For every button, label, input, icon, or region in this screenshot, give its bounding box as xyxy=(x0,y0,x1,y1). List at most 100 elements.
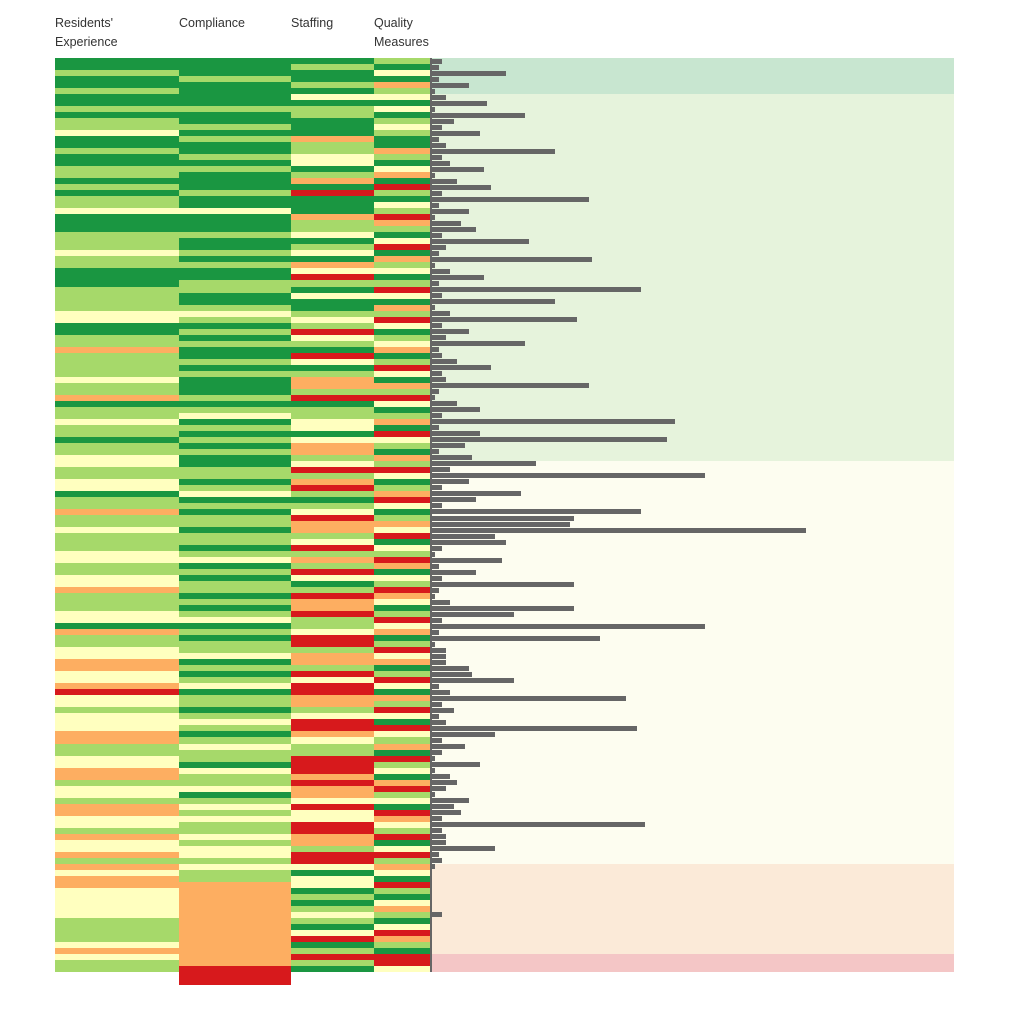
heatmap-cell xyxy=(55,448,179,456)
heatmap-cell xyxy=(179,286,291,293)
heatmap-cell xyxy=(374,941,430,949)
heatmap-cell xyxy=(374,442,430,450)
heatmap-cell xyxy=(291,400,374,408)
heatmap-cell xyxy=(179,352,291,360)
heatmap-cell xyxy=(55,190,179,197)
heatmap-cell xyxy=(374,478,430,486)
heatmap-cell xyxy=(179,106,291,113)
heatmap-cell xyxy=(179,617,291,624)
bar xyxy=(431,858,443,864)
heatmap-cell xyxy=(179,935,291,943)
heatmap-cell xyxy=(374,593,430,600)
heatmap-cell xyxy=(55,929,179,937)
heatmap-cell xyxy=(291,430,374,438)
heatmap-cell xyxy=(179,881,291,889)
heatmap-cell xyxy=(179,436,291,444)
heatmap-cell xyxy=(179,418,291,426)
heatmap-cell xyxy=(55,376,179,384)
heatmap-cell xyxy=(374,298,430,306)
heatmap-cell xyxy=(291,689,374,696)
heatmap-cell xyxy=(179,214,291,221)
bar xyxy=(431,166,484,172)
heatmap-cell xyxy=(374,94,430,101)
heatmap-cell xyxy=(55,358,179,366)
heatmap-cell xyxy=(179,430,291,438)
bar xyxy=(431,226,476,232)
heatmap-cell xyxy=(55,887,179,895)
heatmap-cell xyxy=(374,665,430,672)
heatmap-cell xyxy=(179,839,291,847)
heatmap-cell xyxy=(291,286,374,293)
heatmap-chart xyxy=(55,58,954,985)
heatmap-cell xyxy=(55,587,179,594)
bar xyxy=(431,190,443,196)
heatmap-cell xyxy=(55,911,179,919)
bar xyxy=(431,515,574,521)
heatmap-cell xyxy=(374,725,430,732)
heatmap-cell xyxy=(179,953,291,961)
heatmap-cell xyxy=(291,358,374,366)
heatmap-cell xyxy=(55,515,179,522)
heatmap-cell xyxy=(55,827,179,835)
heatmap-cell xyxy=(179,623,291,630)
bar xyxy=(431,76,439,82)
heatmap-cell xyxy=(55,905,179,913)
heatmap-cell xyxy=(55,268,179,275)
heatmap-cell xyxy=(179,845,291,853)
bar xyxy=(431,744,465,749)
heatmap-cell xyxy=(179,659,291,666)
bar xyxy=(431,395,435,401)
heatmap-cell xyxy=(374,292,430,299)
heatmap-cell xyxy=(55,707,179,714)
heatmap-cell xyxy=(291,725,374,732)
heatmap-cell xyxy=(55,436,179,444)
heatmap-cell xyxy=(374,70,430,77)
heatmap-cell xyxy=(55,304,179,312)
heatmap-cell xyxy=(291,220,374,227)
heatmap-cell xyxy=(291,424,374,432)
heatmap-cell xyxy=(179,262,291,269)
heatmap-cell xyxy=(291,803,374,811)
heatmap-cell xyxy=(291,352,374,360)
heatmap-cell xyxy=(55,641,179,648)
heatmap-cell xyxy=(179,815,291,823)
heatmap-cell xyxy=(374,466,430,474)
heatmap-cell xyxy=(55,82,179,89)
heatmap-cell xyxy=(55,352,179,360)
heatmap-cell xyxy=(179,64,291,71)
heatmap-cell xyxy=(291,64,374,71)
heatmap-cell xyxy=(179,791,291,799)
bar xyxy=(431,840,446,846)
bar xyxy=(431,479,469,485)
heatmap-cell xyxy=(55,484,179,492)
heatmap-cell xyxy=(55,947,179,955)
bar xyxy=(431,293,443,298)
heatmap-cell xyxy=(291,941,374,949)
heatmap-cell xyxy=(179,905,291,913)
heatmap-cell xyxy=(55,154,179,161)
heatmap-cell xyxy=(374,100,430,107)
heatmap-cell xyxy=(374,64,430,71)
bar xyxy=(431,509,641,515)
heatmap-cell xyxy=(374,244,430,251)
heatmap-cell xyxy=(55,328,179,336)
bar xyxy=(431,912,443,918)
heatmap-cell xyxy=(55,346,179,354)
heatmap-cell xyxy=(179,472,291,480)
bar xyxy=(431,599,450,605)
heatmap-cell xyxy=(291,298,374,306)
heatmap-cell xyxy=(179,593,291,600)
heatmap-cell xyxy=(291,274,374,281)
heatmap-cell xyxy=(179,821,291,829)
heatmap-cell xyxy=(291,707,374,714)
bar xyxy=(431,371,443,377)
bar xyxy=(431,425,439,431)
heatmap-cell xyxy=(179,394,291,402)
heatmap-cell xyxy=(55,935,179,943)
heatmap-cell xyxy=(374,797,430,805)
bar xyxy=(431,780,458,786)
bar xyxy=(431,587,439,593)
heatmap-cell xyxy=(55,442,179,450)
heatmap-cell xyxy=(291,394,374,402)
heatmap-cell xyxy=(374,460,430,468)
